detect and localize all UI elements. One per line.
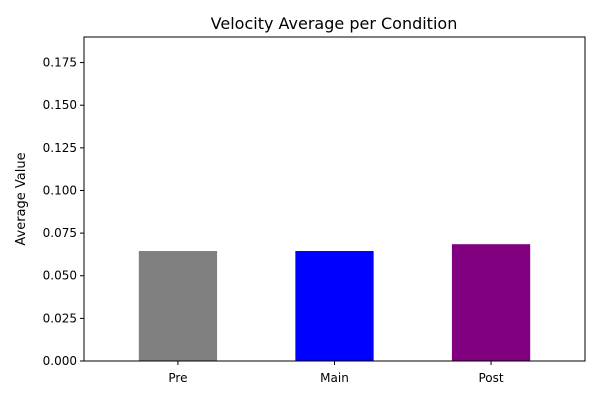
y-ticks-group: 0.000 0.025 0.050 0.075 0.100 0.125 0.150 0.175 <box>43 56 84 368</box>
y-tick-label: 0.175 <box>43 56 77 70</box>
plot-frame <box>83 36 586 362</box>
bar-post <box>451 244 531 361</box>
bar-pre <box>138 251 218 361</box>
bar-main <box>295 251 374 361</box>
y-tick-label: 0.050 <box>43 269 77 283</box>
y-tick-label: 0.000 <box>43 354 77 368</box>
y-axis-label: Average Value <box>14 152 29 245</box>
y-tick-label: 0.100 <box>43 183 77 197</box>
y-tick-label: 0.125 <box>43 141 77 155</box>
chart-title: Velocity Average per Condition <box>211 14 458 33</box>
y-tick-label: 0.025 <box>43 311 77 325</box>
x-ticks-group: Pre Main Post <box>168 361 504 385</box>
bars-group <box>138 244 531 361</box>
x-tick-label: Main <box>320 371 349 385</box>
y-tick-label: 0.075 <box>43 226 77 240</box>
y-tick-label: 0.150 <box>43 98 77 112</box>
x-tick-label: Post <box>479 371 504 385</box>
x-tick-label: Pre <box>168 371 187 385</box>
